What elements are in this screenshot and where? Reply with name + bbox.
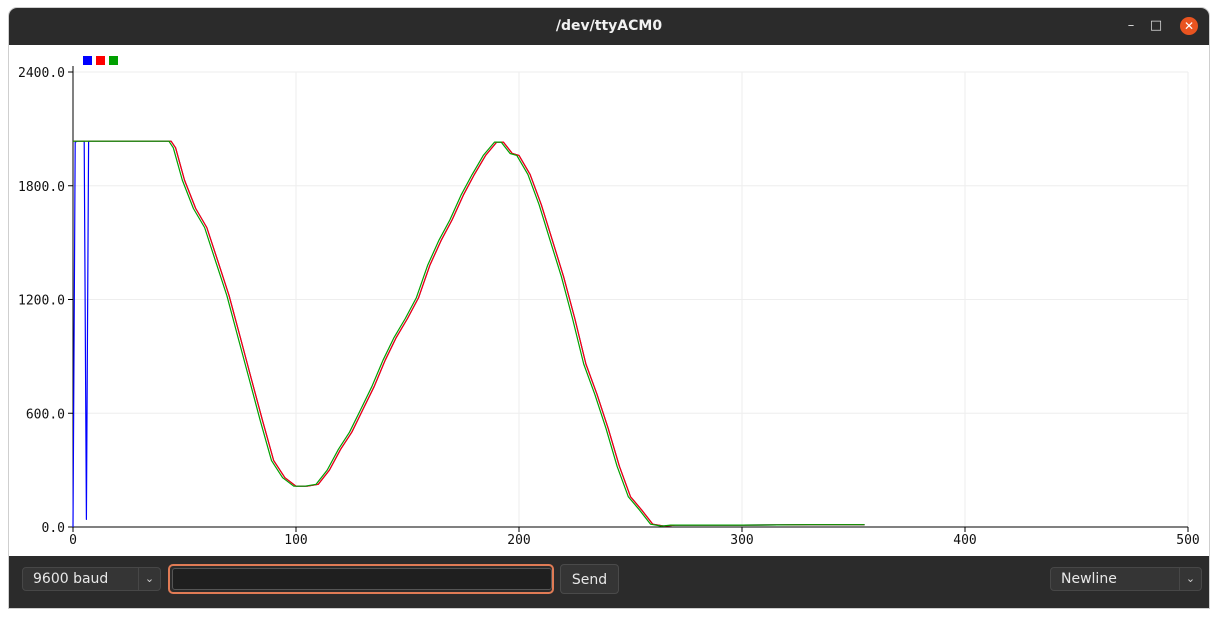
x-tick-label: 100 bbox=[284, 533, 307, 548]
send-button[interactable]: Send bbox=[560, 564, 619, 594]
message-input-frame bbox=[168, 564, 554, 594]
close-icon[interactable]: ✕ bbox=[1180, 17, 1198, 35]
message-input[interactable] bbox=[172, 568, 552, 590]
serial-plotter-window: /dev/ttyACM0 – □ ✕ 0 100 200 300 400 500 0.0 60… bbox=[9, 8, 1209, 608]
x-tick-label: 0 bbox=[69, 533, 77, 548]
serial-plot: 0 100 200 300 400 500 0.0 600.0 1200.0 1800.0 2400… bbox=[18, 56, 1200, 548]
x-tick-label: 500 bbox=[1176, 533, 1199, 548]
bottom-toolbar: 9600 baud ⌄ Send Newline ⌄ bbox=[9, 556, 1209, 608]
y-tick-label: 600.0 bbox=[26, 407, 65, 422]
baud-rate-value: 9600 baud bbox=[33, 571, 109, 587]
chevron-down-icon[interactable]: ⌄ bbox=[138, 568, 160, 590]
legend-swatch bbox=[109, 56, 118, 65]
chevron-down-icon[interactable]: ⌄ bbox=[1179, 568, 1201, 590]
baud-rate-select[interactable]: 9600 baud ⌄ bbox=[22, 567, 161, 591]
plot-legend bbox=[83, 56, 118, 65]
line-ending-value: Newline bbox=[1061, 571, 1117, 587]
x-tick-label: 300 bbox=[730, 533, 753, 548]
plot-series bbox=[72, 140, 865, 528]
y-tick-label: 1200.0 bbox=[18, 294, 65, 309]
maximize-icon[interactable]: □ bbox=[1149, 18, 1163, 33]
x-tick-label: 200 bbox=[507, 533, 530, 548]
legend-swatch bbox=[83, 56, 92, 65]
plot-area: 0 100 200 300 400 500 0.0 600.0 1200.0 1800.0 2400… bbox=[9, 45, 1209, 556]
y-tick-label: 1800.0 bbox=[18, 180, 65, 195]
y-tick-label: 2400.0 bbox=[18, 66, 65, 81]
line-ending-select[interactable]: Newline ⌄ bbox=[1050, 567, 1202, 591]
window-title: /dev/ttyACM0 bbox=[555, 18, 663, 34]
plot-grid bbox=[72, 71, 1189, 528]
y-tick-label: 0.0 bbox=[42, 521, 65, 536]
plot-axes: 0 100 200 300 400 500 0.0 600.0 1200.0 1800.0 2400… bbox=[18, 66, 1200, 548]
legend-swatch bbox=[96, 56, 105, 65]
x-tick-label: 400 bbox=[953, 533, 976, 548]
series-line bbox=[73, 140, 865, 527]
title-bar[interactable]: /dev/ttyACM0 – □ ✕ bbox=[9, 8, 1209, 45]
series-line bbox=[73, 140, 865, 527]
minimize-icon[interactable]: – bbox=[1127, 18, 1135, 33]
